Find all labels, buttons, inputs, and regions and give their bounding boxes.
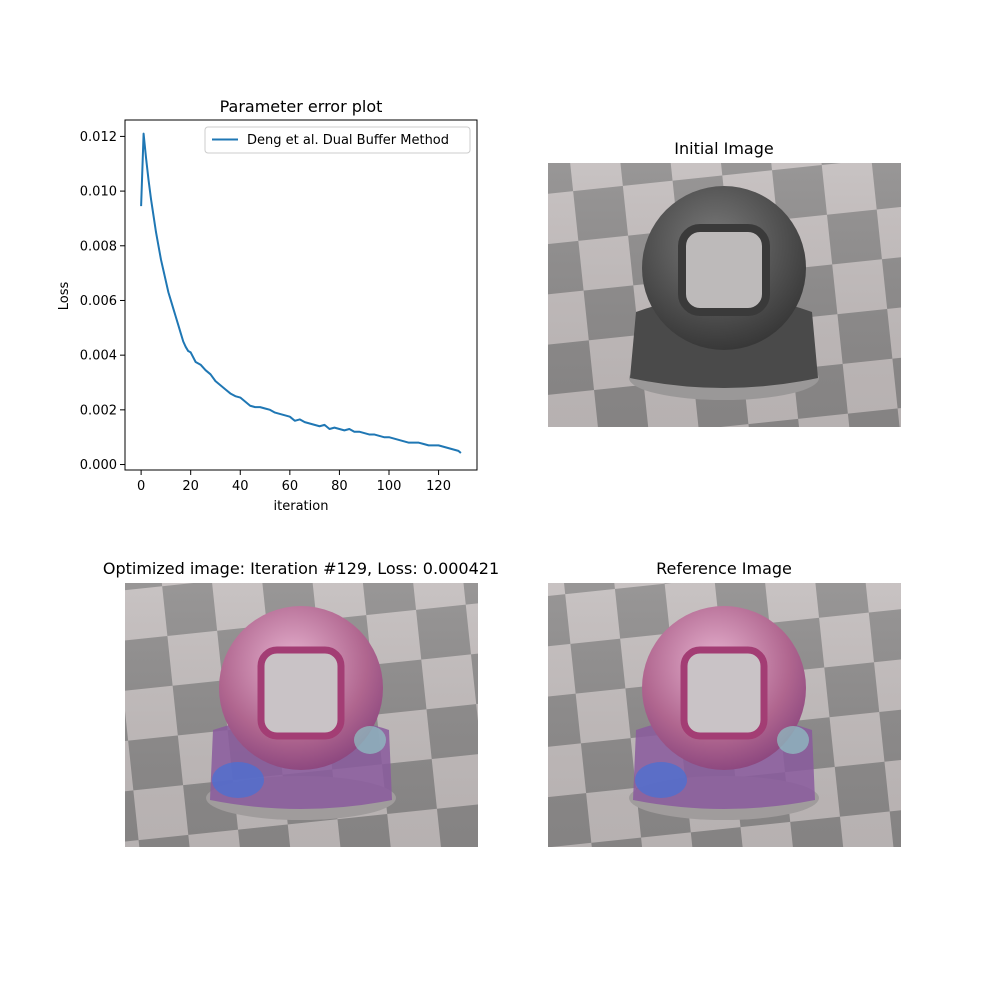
x-axis-label: iteration [274, 499, 329, 514]
x-tick-label: 80 [331, 479, 348, 494]
reference-image-panel: Reference Image [548, 559, 901, 847]
chart-title: Parameter error plot [220, 97, 383, 116]
loss-chart: Parameter error plot 0 20 40 60 80 100 120 0.0… [57, 97, 478, 514]
initial-image [548, 163, 901, 427]
x-tick-label: 40 [232, 479, 249, 494]
y-tick-label: 0.004 [80, 349, 117, 364]
plot-area-frame [124, 119, 478, 471]
legend-label: Deng et al. Dual Buffer Method [247, 133, 449, 148]
y-tick-label: 0.006 [80, 294, 117, 309]
legend: Deng et al. Dual Buffer Method [204, 126, 471, 154]
x-tick-label: 0 [137, 479, 145, 494]
x-axis-ticks: 0 20 40 60 80 100 120 [137, 470, 451, 494]
y-axis-label: Loss [57, 282, 72, 311]
initial-image-panel: Initial Image [548, 139, 901, 427]
reference-image-title: Reference Image [656, 559, 792, 578]
y-tick-label: 0.002 [80, 403, 117, 418]
y-axis-ticks: 0.000 0.002 0.004 0.006 0.008 0.010 0.012 [80, 130, 125, 473]
x-tick-label: 100 [377, 479, 402, 494]
series-line-deng-dual-buffer [140, 132, 462, 454]
x-tick-label: 60 [282, 479, 299, 494]
y-tick-label: 0.008 [80, 239, 117, 254]
y-tick-label: 0.012 [80, 130, 117, 145]
y-tick-label: 0.000 [80, 458, 117, 473]
initial-image-title: Initial Image [674, 139, 773, 158]
optimized-image-panel: Optimized image: Iteration #129, Loss: 0… [103, 559, 499, 847]
x-tick-label: 120 [426, 479, 451, 494]
optimized-image-title: Optimized image: Iteration #129, Loss: 0… [103, 559, 499, 578]
y-tick-label: 0.010 [80, 185, 117, 200]
reference-image [548, 583, 901, 847]
legend-box [204, 126, 471, 154]
x-tick-label: 20 [182, 479, 199, 494]
optimized-image [125, 583, 478, 847]
